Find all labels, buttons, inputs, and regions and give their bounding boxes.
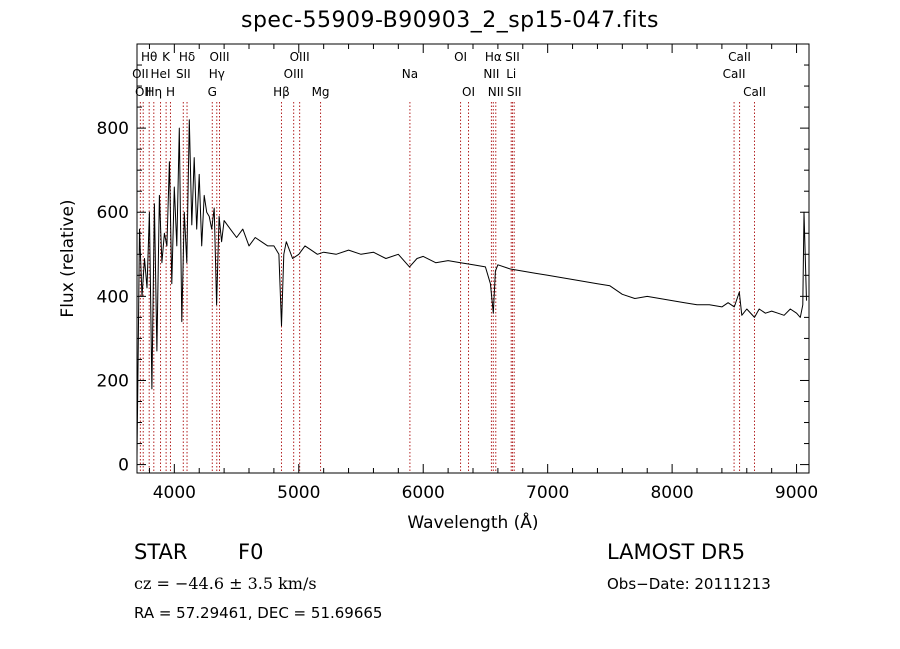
line-label: H [166,85,175,99]
line-label: OII [135,85,152,99]
line-label: OI [454,50,467,64]
x-axis-label: Wavelength (Å) [407,511,538,533]
y-axis-label: Flux (relative) [58,199,78,317]
line-label: SII [176,67,191,81]
line-label: Hθ [141,50,157,64]
x-tick-label: 5000 [277,483,320,503]
line-label: CaII [723,67,746,81]
line-label: OIII [284,67,304,81]
x-tick-label: 9000 [775,483,818,503]
line-label: Hβ [273,85,290,99]
line-label: Li [506,67,516,81]
line-label: CaII [743,85,766,99]
line-label: OIII [290,50,310,64]
x-tick-label: 6000 [402,483,445,503]
object-class-label: STAR [134,540,188,564]
line-label: Mg [312,85,330,99]
line-label: NII [488,85,504,99]
object-subclass-label: F0 [238,540,264,564]
survey-label: LAMOST DR5 [607,540,746,564]
y-tick-label: 200 [97,371,129,391]
x-tick-label: 8000 [650,483,693,503]
y-tick-label: 800 [97,119,129,139]
y-tick-label: 0 [118,456,129,476]
line-label: NII [483,67,499,81]
plot-frame [136,43,810,474]
observation-date-label: Obs−Date: 20111213 [607,575,771,593]
coordinates-label: RA = 57.29461, DEC = 51.69665 [134,604,383,622]
spectrum-line [136,119,807,457]
line-label: Hγ [209,67,225,81]
line-label: Hη [145,85,162,99]
chart-title: spec-55909-B90903_2_sp15-047.fits [241,8,659,33]
line-label: K [162,50,171,64]
line-label: HeI [151,67,171,81]
line-label: OIII [209,50,229,64]
line-label: CaII [728,50,751,64]
x-tick-label: 4000 [153,483,196,503]
redshift-velocity-label: cz = −44.6 ± 3.5 km/s [134,574,317,593]
x-tick-label: 7000 [526,483,569,503]
line-label: SII [507,85,522,99]
line-label: OI [462,85,475,99]
y-tick-label: 600 [97,203,129,223]
line-label: Na [402,67,418,81]
y-tick-label: 400 [97,287,129,307]
line-label: G [208,85,217,99]
line-label: OII [132,67,149,81]
line-label: Hα [485,50,502,64]
line-label: Hδ [179,50,195,64]
line-label: SII [505,50,520,64]
